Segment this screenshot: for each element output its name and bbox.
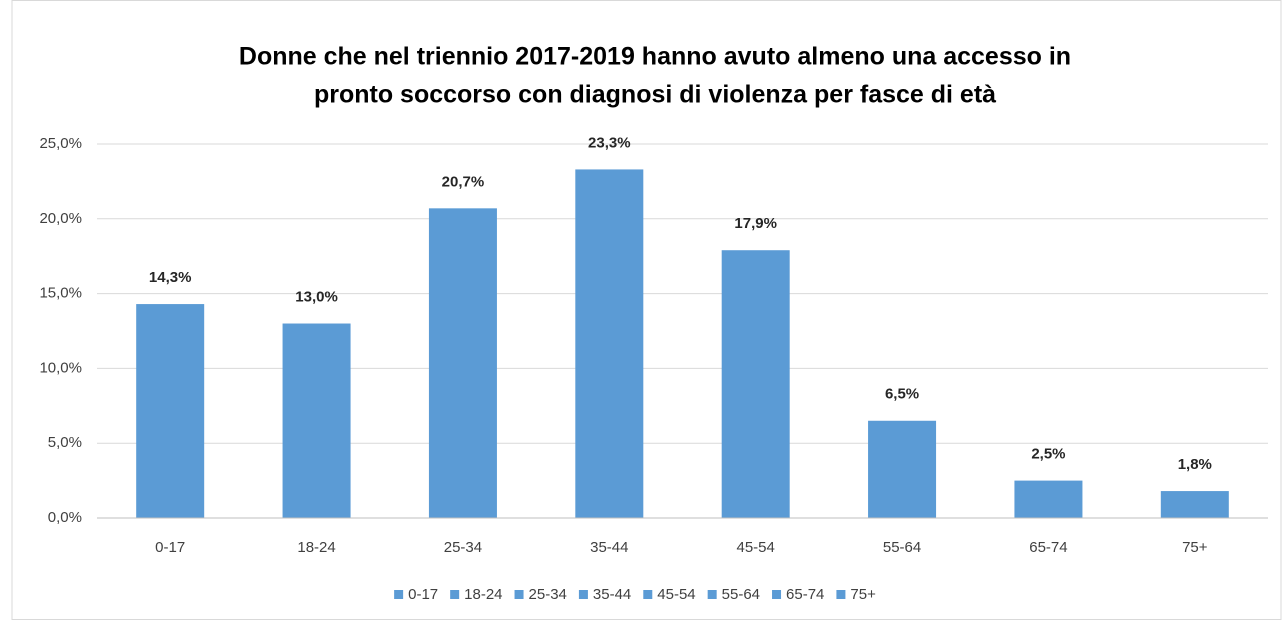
y-tick-label: 20,0% xyxy=(39,210,82,227)
legend-label: 75+ xyxy=(850,586,876,603)
chart-title: pronto soccorso con diagnosi di violenza… xyxy=(314,81,996,109)
x-tick-label: 0-17 xyxy=(155,539,185,556)
y-tick-label: 10,0% xyxy=(39,359,82,376)
data-label: 2,5% xyxy=(1031,446,1065,463)
legend-label: 18-24 xyxy=(464,586,502,603)
bar xyxy=(1014,480,1083,518)
bar xyxy=(575,169,644,518)
legend-swatch xyxy=(707,590,717,599)
legend-swatch xyxy=(643,590,653,599)
y-tick-label: 25,0% xyxy=(39,135,82,152)
legend-label: 65-74 xyxy=(786,586,824,603)
bar xyxy=(136,304,205,518)
bar xyxy=(428,208,497,518)
data-label: 23,3% xyxy=(588,134,631,151)
legend-label: 35-44 xyxy=(593,586,631,603)
data-label: 14,3% xyxy=(149,269,192,286)
bar xyxy=(868,420,937,518)
x-tick-label: 35-44 xyxy=(590,539,628,556)
x-tick-label: 18-24 xyxy=(297,539,335,556)
legend-swatch xyxy=(772,590,782,599)
x-tick-label: 45-54 xyxy=(737,539,775,556)
legend-swatch xyxy=(450,590,460,599)
x-tick-label: 65-74 xyxy=(1029,539,1067,556)
legend-swatch xyxy=(514,590,524,599)
data-label: 20,7% xyxy=(442,173,485,190)
legend-label: 0-17 xyxy=(408,586,438,603)
data-label: 1,8% xyxy=(1178,456,1212,473)
x-tick-label: 55-64 xyxy=(883,539,921,556)
bar xyxy=(721,250,790,518)
x-tick-label: 75+ xyxy=(1182,539,1208,556)
data-label: 17,9% xyxy=(734,215,777,232)
data-label: 6,5% xyxy=(885,386,919,403)
bar xyxy=(282,323,351,518)
y-tick-label: 15,0% xyxy=(39,285,82,302)
y-tick-label: 0,0% xyxy=(48,509,82,526)
bar xyxy=(1160,491,1229,518)
chart-title: Donne che nel triennio 2017-2019 hanno a… xyxy=(239,43,1071,71)
legend-swatch xyxy=(836,590,846,599)
legend-label: 25-34 xyxy=(529,586,567,603)
y-tick-label: 5,0% xyxy=(48,434,82,451)
x-tick-label: 25-34 xyxy=(444,539,482,556)
legend-label: 45-54 xyxy=(657,586,695,603)
data-label: 13,0% xyxy=(295,288,338,305)
legend-label: 55-64 xyxy=(722,586,760,603)
legend-swatch xyxy=(578,590,588,599)
legend-swatch xyxy=(394,590,404,599)
